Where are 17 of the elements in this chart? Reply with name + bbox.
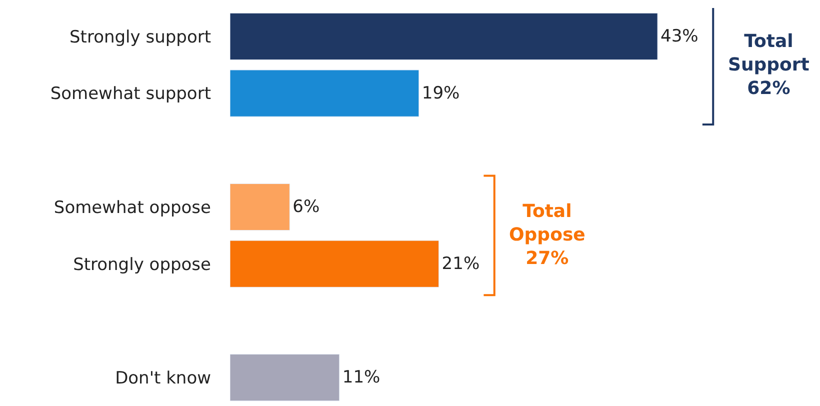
y-tick-label: Don't know	[115, 368, 212, 389]
y-tick-label: Somewhat oppose	[54, 198, 211, 218]
text: Total Support 62%	[728, 31, 810, 99]
data-label: 21%	[442, 254, 480, 274]
data-label: 43%	[660, 26, 698, 46]
data-label: 19%	[422, 83, 460, 104]
annotation: Total Oppose 27%	[509, 201, 586, 269]
y-tick-label: Somewhat support	[50, 84, 212, 104]
bar	[230, 183, 290, 231]
bar	[230, 240, 440, 288]
y-tick-label: Strongly oppose	[73, 254, 211, 275]
data-label: 11%	[342, 368, 380, 388]
bar	[230, 12, 658, 60]
bar	[230, 354, 340, 402]
data-label: 6%	[292, 197, 320, 217]
y-tick-label: Strongly support	[70, 27, 212, 48]
bar	[230, 70, 420, 117]
